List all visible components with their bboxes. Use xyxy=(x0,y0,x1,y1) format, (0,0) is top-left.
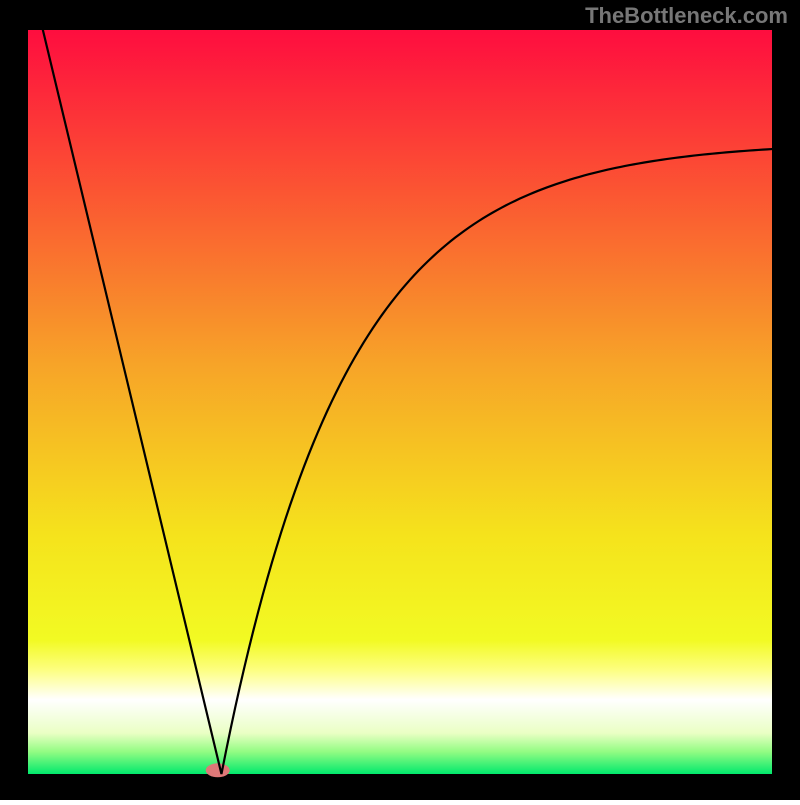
watermark-text: TheBottleneck.com xyxy=(585,3,788,29)
plot-area xyxy=(28,30,772,774)
chart-svg xyxy=(0,0,800,800)
bottleneck-chart: TheBottleneck.com xyxy=(0,0,800,800)
bottleneck-marker xyxy=(206,763,230,777)
